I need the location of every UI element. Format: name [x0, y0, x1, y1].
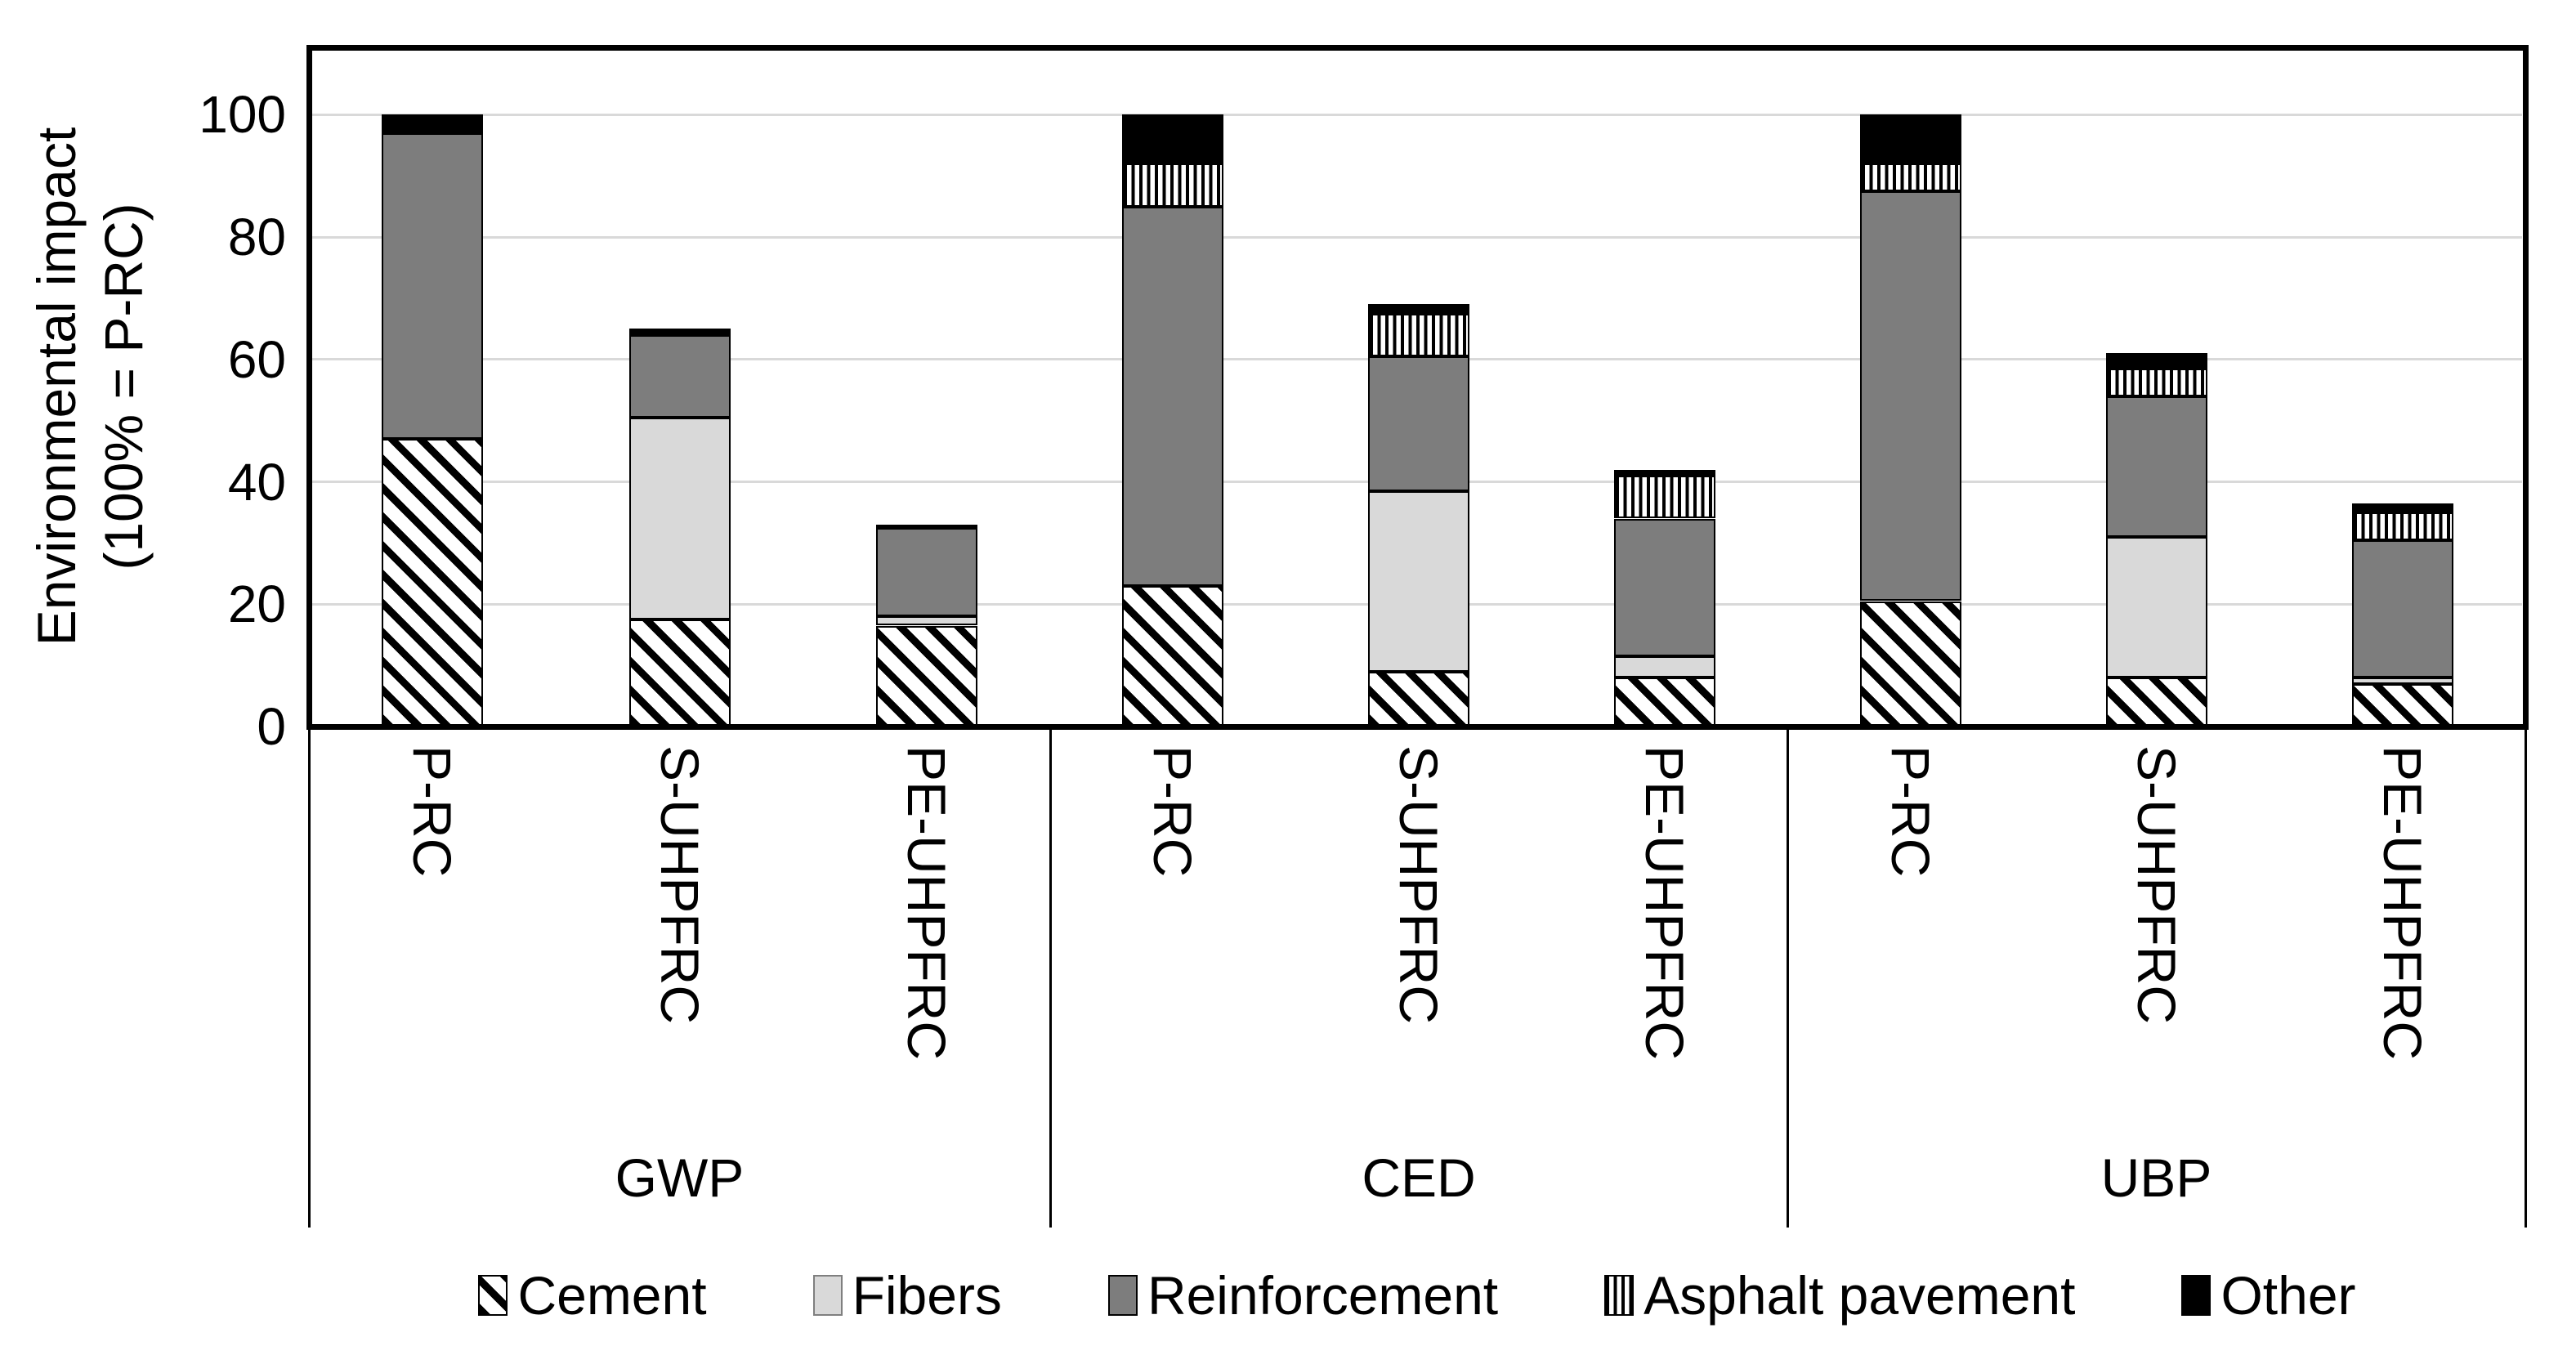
bar-segment-fibers: [628, 417, 731, 619]
group-label-ubp: UBP: [2100, 1147, 2212, 1208]
bar-label: PE-UHPFRC: [896, 745, 957, 1061]
bar-label: P-RC: [402, 745, 463, 878]
bar-segment-other: [2105, 353, 2207, 369]
bar-segment-asphalt-pavement: [1613, 476, 1715, 519]
bar-segment-cement: [1859, 601, 1961, 727]
bar-segment-other: [1368, 304, 1469, 314]
bar-segment-other: [628, 329, 731, 335]
y-axis-title-line2: (100% = P-RC): [93, 203, 154, 570]
bar-label: PE-UHPFRC: [2372, 745, 2433, 1061]
legend-label: Other: [2220, 1265, 2356, 1326]
bar-label: PE-UHPFRC: [1634, 745, 1695, 1061]
bar-segment-other: [1613, 469, 1715, 476]
bar-segment-fibers: [875, 616, 977, 626]
legend-label: Asphalt pavement: [1644, 1265, 2076, 1326]
bar-segment-fibers: [2105, 536, 2207, 678]
bar-segment-other: [2351, 503, 2453, 512]
y-tick-label-80: 80: [227, 208, 286, 267]
bar-segment-other: [382, 114, 484, 133]
bar-segment-other: [1122, 114, 1224, 164]
group-label-gwp: GWP: [615, 1147, 745, 1208]
legend-swatch-solid-icon: [1107, 1275, 1138, 1316]
gridline-100: [312, 113, 2522, 116]
label-area-right-edge: [2524, 729, 2527, 1228]
bar-segment-other: [875, 524, 977, 528]
y-axis-title: Environmental impact (100% = P-RC): [23, 127, 157, 646]
bar-segment-reinforcement: [875, 527, 977, 617]
bar-segment-reinforcement: [628, 334, 731, 418]
bar-segment-reinforcement: [2105, 396, 2207, 537]
bar-segment-cement: [628, 619, 731, 727]
label-area-left-edge: [307, 729, 311, 1228]
y-tick-label-40: 40: [227, 452, 286, 512]
bar-segment-fibers: [2351, 678, 2453, 684]
legend-item-fibers: Fibers: [812, 1265, 1002, 1326]
bar-segment-asphalt-pavement: [2351, 512, 2453, 540]
legend-label: Fibers: [852, 1265, 1002, 1326]
bar-segment-asphalt-pavement: [1368, 313, 1469, 357]
legend: Cement Fibers Reinforcement Asphalt pavemen…: [309, 1268, 2525, 1322]
plot-area-border: [306, 44, 2529, 730]
group-divider: [1786, 729, 1789, 1228]
bar-segment-asphalt-pavement: [2105, 369, 2207, 396]
bar-segment-reinforcement: [2351, 539, 2453, 678]
legend-swatch-hatch-vertical-icon: [1604, 1275, 1635, 1316]
y-tick-label-100: 100: [199, 85, 286, 145]
legend-item-cement: Cement: [478, 1265, 707, 1326]
y-tick-label-20: 20: [227, 575, 286, 634]
bar-label: P-RC: [1880, 745, 1941, 878]
bar-segment-cement: [2351, 683, 2453, 727]
legend-swatch-solid-icon: [2181, 1275, 2212, 1316]
y-tick-label-0: 0: [257, 697, 286, 756]
legend-label: Cement: [517, 1265, 707, 1326]
legend-swatch-hatch-diagonal-icon: [478, 1275, 508, 1316]
legend-item-asphalt-pavement: Asphalt pavement: [1604, 1268, 2075, 1322]
legend-item-other: Other: [2181, 1265, 2356, 1326]
group-divider: [1049, 729, 1052, 1228]
y-axis-title-line1: Environmental impact: [26, 127, 87, 646]
group-label-ced: CED: [1362, 1147, 1476, 1208]
bar-segment-cement: [382, 439, 484, 727]
gridline-80: [312, 235, 2522, 239]
bar-segment-cement: [1122, 585, 1224, 727]
bar-label: S-UHPFRC: [1389, 745, 1449, 1024]
bar-segment-asphalt-pavement: [1122, 163, 1224, 207]
bar-segment-asphalt-pavement: [1859, 163, 1961, 191]
y-tick-label-60: 60: [227, 329, 286, 389]
bar-segment-other: [1859, 114, 1961, 164]
bar-segment-fibers: [1368, 490, 1469, 672]
bar-segment-reinforcement: [382, 132, 484, 440]
legend-label: Reinforcement: [1147, 1265, 1499, 1326]
bar-label: P-RC: [1143, 745, 1204, 878]
bar-label: S-UHPFRC: [649, 745, 710, 1024]
bar-segment-cement: [875, 625, 977, 727]
bar-segment-reinforcement: [1368, 356, 1469, 491]
bar-segment-reinforcement: [1122, 206, 1224, 586]
bar-segment-reinforcement: [1859, 190, 1961, 602]
bar-label: S-UHPFRC: [2126, 745, 2187, 1024]
bar-segment-fibers: [1613, 655, 1715, 678]
bar-segment-reinforcement: [1613, 518, 1715, 656]
legend-item-reinforcement: Reinforcement: [1107, 1265, 1499, 1326]
legend-swatch-solid-icon: [812, 1275, 843, 1316]
